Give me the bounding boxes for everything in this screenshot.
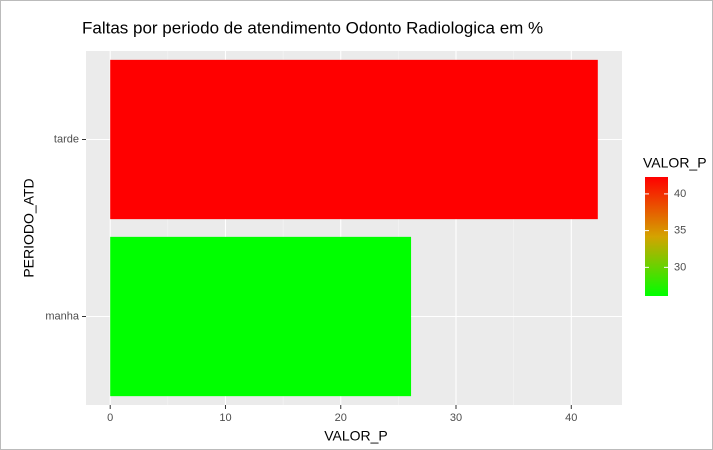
x-tick-label: 10: [219, 412, 231, 424]
y-axis-title: PERIODO_ATD: [21, 178, 37, 277]
y-tick-label: manha: [45, 310, 80, 322]
colorbar: [645, 177, 668, 296]
x-tick-label: 0: [107, 412, 113, 424]
x-tick-label: 20: [335, 412, 347, 424]
x-tick-label: 30: [450, 412, 462, 424]
legend-tick-label: 35: [674, 225, 686, 237]
y-tick-label: tarde: [54, 133, 79, 145]
legend-tick-label: 30: [674, 261, 686, 273]
x-tick-label: 40: [565, 412, 577, 424]
legend-title: VALOR_P: [643, 155, 707, 171]
bar: [110, 59, 598, 220]
legend-tick-label: 40: [674, 188, 686, 200]
bar: [110, 236, 412, 397]
chart-title: Faltas por periodo de atendimento Odonto…: [82, 18, 543, 37]
x-axis-title: VALOR_P: [324, 428, 388, 444]
